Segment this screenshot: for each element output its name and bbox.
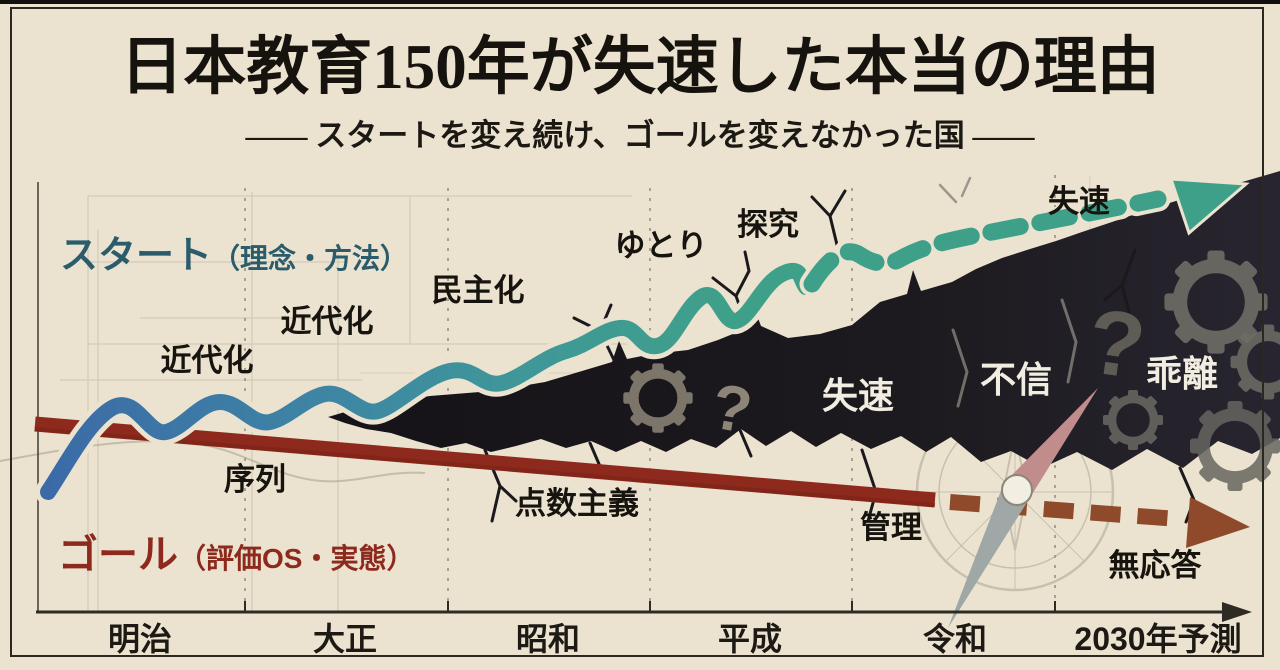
goal-series-sublabel: （評価OS・実態） xyxy=(178,543,415,574)
milestone-label: 近代化 xyxy=(161,343,254,378)
start-series-name: スタート xyxy=(60,235,213,277)
goal-series-name: ゴール xyxy=(58,533,178,577)
page-title: 日本教育150年が失速した本当の理由 xyxy=(120,32,1160,102)
milestone-label: ゆとり xyxy=(615,228,708,263)
start-series-sublabel: （理念・方法） xyxy=(212,243,409,274)
crack-region: ? ? 失速 不信 乖離 xyxy=(328,171,1280,524)
question-mark-icon: ? xyxy=(1081,290,1151,399)
gap-label-stall: 失速 xyxy=(822,375,894,416)
axis-arrowhead-icon xyxy=(1222,602,1252,622)
era-label: 平成 xyxy=(718,621,782,657)
start-arrowhead-icon xyxy=(1168,177,1250,236)
era-label: 明治 xyxy=(108,621,172,657)
era-label: 2030年予測 xyxy=(1074,621,1241,657)
page-subtitle: ―― スタートを変え続け、ゴールを変えなかった国 ―― xyxy=(245,118,1035,153)
crack-shape xyxy=(328,171,1280,470)
timeline-axis: 明治 大正 昭和 平成 令和 2030年予測 xyxy=(36,601,1252,657)
inner-cracks xyxy=(938,176,1078,408)
milestone-label: 近代化 xyxy=(281,304,374,339)
goal-series-legend: ゴール（評価OS・実態） xyxy=(58,522,414,580)
milestone-label: 民主化 xyxy=(432,273,525,308)
start-line xyxy=(35,177,1250,505)
goal-milestones: 序列 点数主義 管理 無応答 xyxy=(224,462,1202,583)
stall-label: 失速 xyxy=(1048,184,1110,219)
goal-arrowhead-icon xyxy=(1186,497,1250,548)
compass-needle-icon xyxy=(948,388,1098,628)
milestone-label: 点数主義 xyxy=(515,486,639,521)
gap-label-divergence: 乖離 xyxy=(1146,353,1218,394)
era-label: 大正 xyxy=(313,621,377,657)
milestone-label: 無応答 xyxy=(1109,548,1203,583)
milestone-label: 管理 xyxy=(860,510,922,545)
era-label: 令和 xyxy=(923,621,987,657)
start-milestones: 近代化 近代化 民主化 ゆとり 探究 失速 xyxy=(161,184,1111,378)
milestone-label: 序列 xyxy=(224,462,286,497)
gap-label-distrust: 不信 xyxy=(980,359,1052,400)
start-series-legend: スタート（理念・方法） xyxy=(60,224,408,279)
milestone-label: 探究 xyxy=(737,207,799,242)
era-label: 昭和 xyxy=(516,621,580,657)
top-edge-strip xyxy=(0,0,1280,4)
